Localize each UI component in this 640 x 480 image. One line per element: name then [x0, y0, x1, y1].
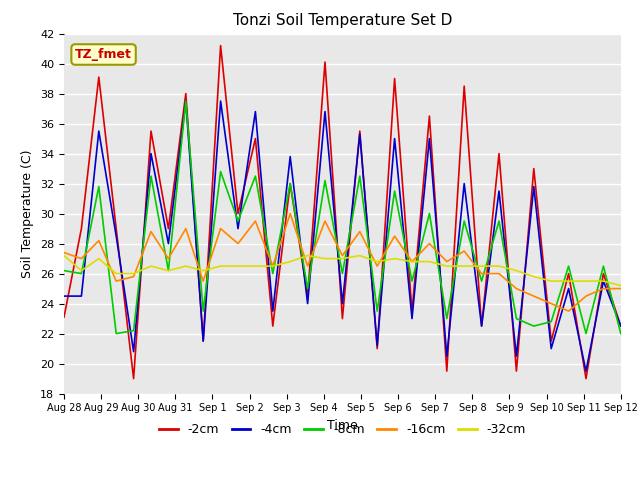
Legend: -2cm, -4cm, -8cm, -16cm, -32cm: -2cm, -4cm, -8cm, -16cm, -32cm	[154, 419, 531, 441]
Title: Tonzi Soil Temperature Set D: Tonzi Soil Temperature Set D	[233, 13, 452, 28]
Y-axis label: Soil Temperature (C): Soil Temperature (C)	[22, 149, 35, 278]
Text: TZ_fmet: TZ_fmet	[75, 48, 132, 61]
X-axis label: Time: Time	[327, 419, 358, 432]
